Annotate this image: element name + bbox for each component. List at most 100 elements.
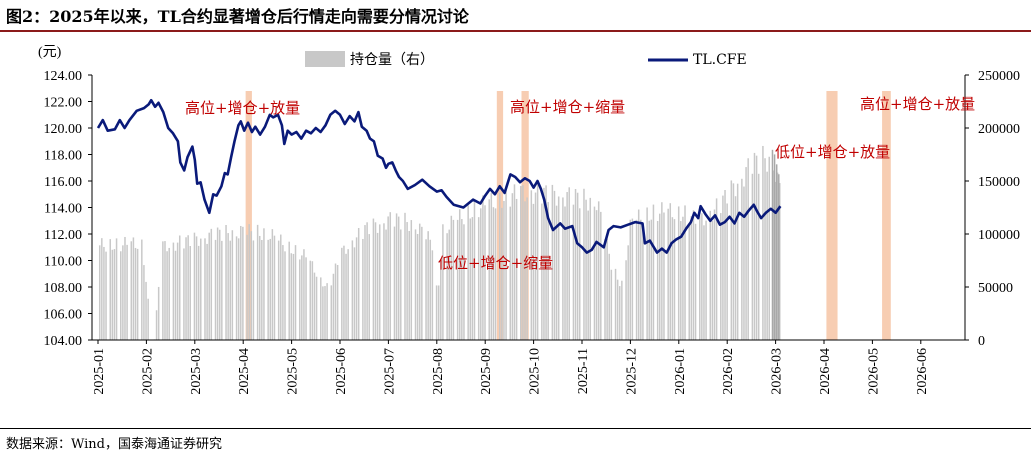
open-interest-bar xyxy=(109,239,111,340)
open-interest-bar xyxy=(176,242,179,340)
open-interest-bar xyxy=(511,193,514,340)
open-interest-bar xyxy=(204,238,206,340)
open-interest-bar xyxy=(635,219,638,340)
open-interest-bar xyxy=(616,279,619,340)
open-interest-bar xyxy=(355,237,358,340)
open-interest-bar xyxy=(252,240,255,340)
open-interest-bar xyxy=(200,238,202,340)
open-interest-bar xyxy=(368,234,370,340)
x-tick-label: 2025-11 xyxy=(576,348,591,394)
x-tick-label: 2025-09 xyxy=(479,348,494,395)
open-interest-bar xyxy=(682,216,684,340)
open-interest-bar xyxy=(277,240,280,340)
right-tick-label: 200000 xyxy=(978,122,1020,137)
open-interest-bar xyxy=(604,239,606,340)
x-tick-label: 2026-02 xyxy=(721,348,736,395)
open-interest-bar xyxy=(269,238,272,340)
open-interest-bar xyxy=(221,240,223,340)
open-interest-bar xyxy=(416,233,419,340)
left-tick-label: 108.00 xyxy=(44,281,83,296)
open-interest-bar xyxy=(248,224,250,340)
open-interest-bar xyxy=(463,224,465,340)
open-interest-bar xyxy=(347,249,349,340)
open-interest-bar xyxy=(753,152,756,340)
open-interest-bar xyxy=(271,229,274,340)
open-interest-bar xyxy=(155,310,158,340)
left-tick-label: 110.00 xyxy=(44,255,82,270)
open-interest-bar xyxy=(574,188,577,340)
open-interest-bar xyxy=(301,255,303,340)
open-interest-bar xyxy=(214,239,217,340)
open-interest-bar xyxy=(779,183,781,340)
open-interest-bar xyxy=(713,209,716,340)
open-interest-bar xyxy=(267,239,269,340)
open-interest-bar xyxy=(263,228,265,340)
open-interest-bar xyxy=(210,228,213,340)
open-interest-bar xyxy=(773,154,776,340)
open-interest-bar xyxy=(284,251,286,340)
open-interest-bar xyxy=(290,253,293,340)
open-interest-bar xyxy=(414,229,417,340)
open-interest-bar xyxy=(650,219,653,340)
x-tick-label: 2026-04 xyxy=(818,348,833,395)
open-interest-bar xyxy=(400,229,402,340)
open-interest-bar xyxy=(435,285,438,340)
open-interest-bar xyxy=(261,239,263,340)
open-interest-bar xyxy=(680,221,682,340)
open-interest-bar xyxy=(115,238,118,340)
open-interest-bar xyxy=(541,203,543,340)
open-interest-bar xyxy=(429,239,432,340)
open-interest-bar xyxy=(313,272,316,340)
open-interest-bar xyxy=(503,200,505,340)
open-interest-bar xyxy=(178,235,181,340)
open-interest-bar xyxy=(621,280,623,340)
open-interest-bar xyxy=(143,265,145,340)
legend: 持仓量（右） TL.CFE xyxy=(305,51,747,68)
left-tick-label: 124.00 xyxy=(44,69,83,84)
open-interest-bar xyxy=(351,240,354,340)
open-interest-bar xyxy=(610,269,613,340)
open-interest-bar xyxy=(341,247,343,340)
open-interest-bar xyxy=(498,193,501,340)
open-interest-bar xyxy=(757,173,760,340)
open-interest-bar xyxy=(187,235,189,340)
source-rule xyxy=(0,428,1031,429)
open-interest-bar xyxy=(227,233,229,340)
open-interest-bar xyxy=(425,239,427,340)
open-interest-bar xyxy=(755,155,758,340)
open-interest-bar xyxy=(593,206,596,340)
open-interest-bar xyxy=(532,203,535,340)
open-interest-bar xyxy=(218,229,221,340)
open-interest-bar xyxy=(764,158,766,340)
open-interest-bar xyxy=(461,219,463,340)
open-interest-bar xyxy=(273,235,276,340)
left-tick-label: 106.00 xyxy=(44,308,83,323)
open-interest-bar xyxy=(103,246,105,340)
open-interest-bar xyxy=(166,251,168,340)
left-axis-ticks: 104.00 106.00 108.00 110.00 112.00 114.00 116.… xyxy=(44,69,92,349)
tl-cfe-line xyxy=(96,98,782,254)
open-interest-bar xyxy=(551,184,554,340)
open-interest-bar xyxy=(656,221,659,340)
open-interest-bar xyxy=(376,232,379,340)
legend-line-label: TL.CFE xyxy=(693,52,747,68)
right-tick-label: 100000 xyxy=(978,228,1020,243)
open-interest-bar xyxy=(768,156,770,340)
open-interest-bar xyxy=(631,218,634,340)
open-interest-bar xyxy=(242,226,244,340)
right-axis-ticks: 0 50000 100000 150000 200000 250000 xyxy=(965,69,1020,349)
x-tick-label: 2025-04 xyxy=(237,348,252,395)
x-tick-label: 2025-01 xyxy=(92,348,107,395)
x-tick-label: 2026-03 xyxy=(770,348,785,395)
open-interest-bar xyxy=(568,187,570,340)
x-tick-label: 2025-03 xyxy=(189,348,204,395)
open-interest-bar xyxy=(410,220,413,340)
open-interest-bar xyxy=(722,195,724,340)
open-interest-bar xyxy=(450,215,453,340)
open-interest-bar xyxy=(237,238,240,340)
open-interest-bar xyxy=(216,227,219,340)
open-interest-bar xyxy=(661,202,663,340)
open-interest-bar xyxy=(776,172,779,340)
open-interest-bar xyxy=(709,210,712,340)
open-interest-bar xyxy=(477,217,480,340)
